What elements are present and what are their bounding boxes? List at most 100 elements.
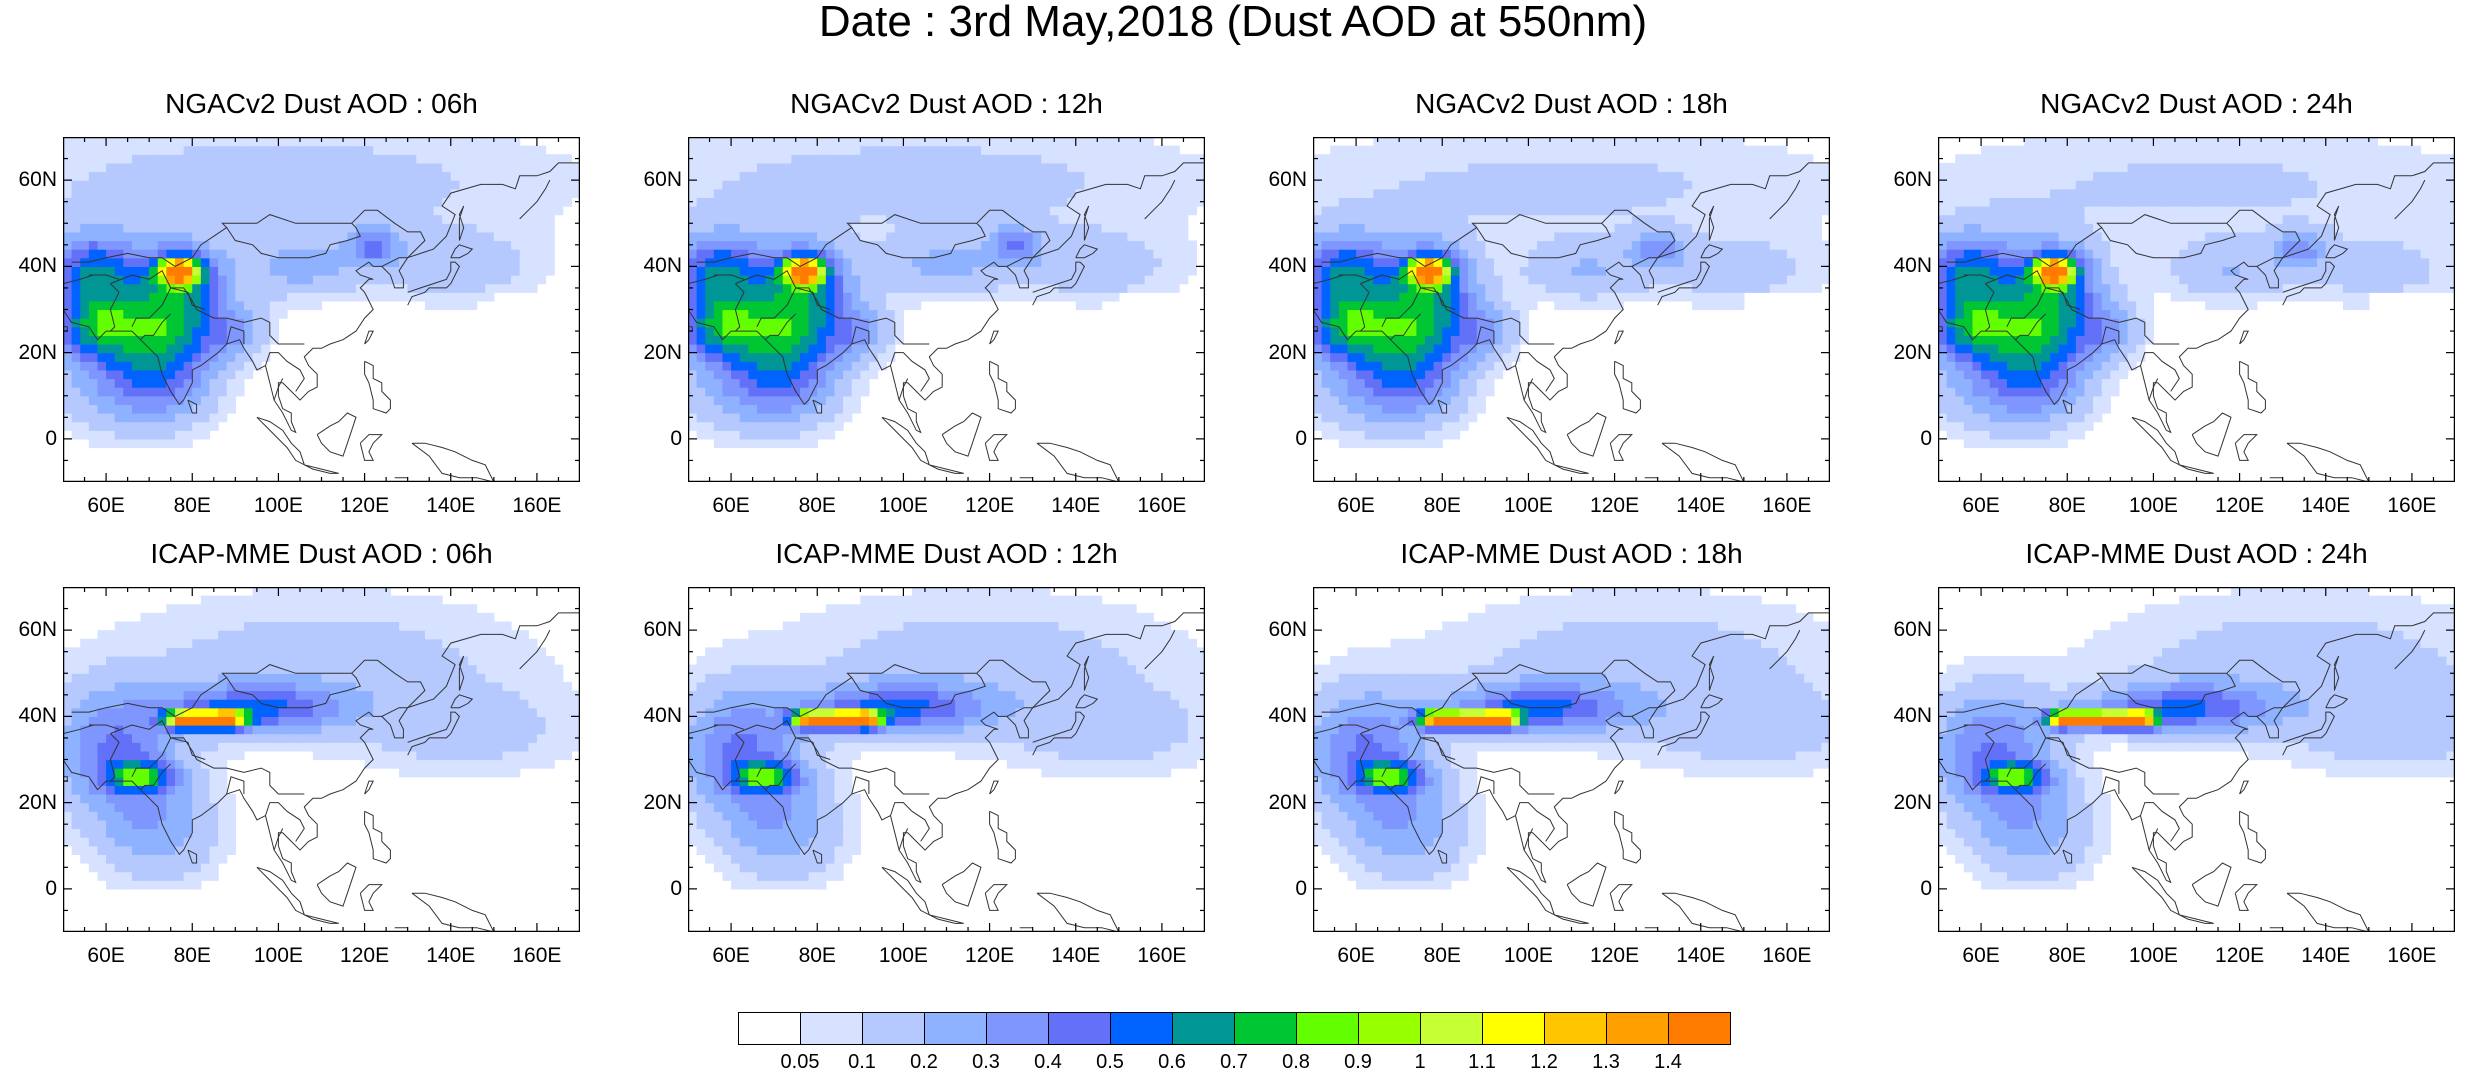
colorbar-box — [1358, 1012, 1421, 1045]
x-tick-label: 60E — [1941, 495, 2021, 517]
y-tick-label: 60N — [622, 169, 682, 191]
x-tick-label: 140E — [2286, 945, 2366, 967]
x-tick-label: 80E — [2027, 945, 2107, 967]
panel-title: NGACv2 Dust AOD : 18h — [1313, 89, 1830, 119]
x-tick-label: 120E — [2200, 945, 2280, 967]
y-tick-label: 60N — [1872, 619, 1932, 641]
aod-field — [63, 587, 580, 889]
x-tick-label: 80E — [2027, 495, 2107, 517]
y-tick-label: 20N — [0, 342, 57, 364]
x-tick-label: 120E — [950, 945, 1030, 967]
colorbar-label: 1.2 — [1514, 1051, 1574, 1073]
y-tick-label: 0 — [622, 878, 682, 900]
colorbar-box — [1668, 1012, 1731, 1045]
colorbar-label: 0.1 — [832, 1051, 892, 1073]
x-tick-label: 120E — [325, 945, 405, 967]
y-tick-label: 20N — [0, 792, 57, 814]
aod-map — [63, 137, 580, 482]
y-tick-label: 40N — [1247, 255, 1307, 277]
colorbar-box — [1296, 1012, 1359, 1045]
colorbar-box — [924, 1012, 987, 1045]
x-tick-label: 100E — [238, 495, 318, 517]
aod-map — [688, 137, 1205, 482]
x-tick-label: 80E — [777, 495, 857, 517]
colorbar-label: 0.6 — [1142, 1051, 1202, 1073]
colorbar-label: 0.5 — [1080, 1051, 1140, 1073]
aod-map — [1938, 587, 2455, 932]
colorbar-label: 1.1 — [1452, 1051, 1512, 1073]
aod-map — [1938, 137, 2455, 482]
panel-title: NGACv2 Dust AOD : 12h — [688, 89, 1205, 119]
y-tick-label: 60N — [1247, 619, 1307, 641]
x-tick-label: 100E — [2113, 495, 2193, 517]
x-tick-label: 160E — [1122, 495, 1202, 517]
y-tick-label: 40N — [1247, 705, 1307, 727]
colorbar-label: 0.3 — [956, 1051, 1016, 1073]
x-tick-label: 140E — [1036, 495, 1116, 517]
colorbar-box — [1420, 1012, 1483, 1045]
x-tick-label: 120E — [1575, 945, 1655, 967]
x-tick-label: 100E — [863, 945, 943, 967]
y-tick-label: 20N — [1872, 792, 1932, 814]
x-tick-label: 120E — [950, 495, 1030, 517]
x-tick-label: 60E — [691, 495, 771, 517]
colorbar-box — [1172, 1012, 1235, 1045]
x-tick-label: 60E — [66, 495, 146, 517]
x-tick-label: 160E — [1747, 495, 1827, 517]
x-tick-label: 60E — [1941, 945, 2021, 967]
aod-map — [1313, 137, 1830, 482]
colorbar-label: 0.7 — [1204, 1051, 1264, 1073]
colorbar-box — [800, 1012, 863, 1045]
colorbar-label: 1.4 — [1638, 1051, 1698, 1073]
x-tick-label: 100E — [238, 945, 318, 967]
x-tick-label: 140E — [1661, 495, 1741, 517]
x-tick-label: 60E — [691, 945, 771, 967]
colorbar-label: 0.8 — [1266, 1051, 1326, 1073]
colorbar-box — [1110, 1012, 1173, 1045]
x-tick-label: 160E — [1747, 945, 1827, 967]
x-tick-label: 120E — [2200, 495, 2280, 517]
colorbar-box — [1482, 1012, 1545, 1045]
x-tick-label: 140E — [2286, 495, 2366, 517]
panel-title: ICAP-MME Dust AOD : 18h — [1313, 539, 1830, 569]
x-tick-label: 80E — [152, 945, 232, 967]
aod-field — [1938, 137, 2455, 448]
colorbar-label: 1 — [1390, 1051, 1450, 1073]
colorbar-box — [1048, 1012, 1111, 1045]
x-tick-label: 80E — [1402, 945, 1482, 967]
colorbar-box — [1544, 1012, 1607, 1045]
colorbar-box — [862, 1012, 925, 1045]
y-tick-label: 40N — [622, 705, 682, 727]
aod-field — [63, 137, 580, 448]
y-tick-label: 60N — [0, 169, 57, 191]
aod-map — [688, 587, 1205, 932]
aod-map — [1313, 587, 1830, 932]
y-tick-label: 40N — [1872, 255, 1932, 277]
x-tick-label: 160E — [2372, 495, 2452, 517]
x-tick-label: 120E — [1575, 495, 1655, 517]
y-tick-label: 0 — [1872, 428, 1932, 450]
x-tick-label: 140E — [411, 495, 491, 517]
y-tick-label: 0 — [0, 878, 57, 900]
x-tick-label: 120E — [325, 495, 405, 517]
x-tick-label: 100E — [2113, 945, 2193, 967]
x-tick-label: 80E — [1402, 495, 1482, 517]
x-tick-label: 100E — [1488, 495, 1568, 517]
y-tick-label: 60N — [0, 619, 57, 641]
x-tick-label: 60E — [66, 945, 146, 967]
y-tick-label: 60N — [1872, 169, 1932, 191]
y-tick-label: 20N — [1247, 792, 1307, 814]
colorbar-label: 0.2 — [894, 1051, 954, 1073]
x-tick-label: 80E — [777, 945, 857, 967]
panel-title: NGACv2 Dust AOD : 06h — [63, 89, 580, 119]
y-tick-label: 20N — [622, 342, 682, 364]
x-tick-label: 160E — [1122, 945, 1202, 967]
y-tick-label: 0 — [1247, 878, 1307, 900]
y-tick-label: 40N — [0, 705, 57, 727]
y-tick-label: 0 — [622, 428, 682, 450]
y-tick-label: 20N — [622, 792, 682, 814]
colorbar-box — [738, 1012, 801, 1045]
x-tick-label: 160E — [497, 945, 577, 967]
y-tick-label: 60N — [622, 619, 682, 641]
y-tick-label: 40N — [0, 255, 57, 277]
